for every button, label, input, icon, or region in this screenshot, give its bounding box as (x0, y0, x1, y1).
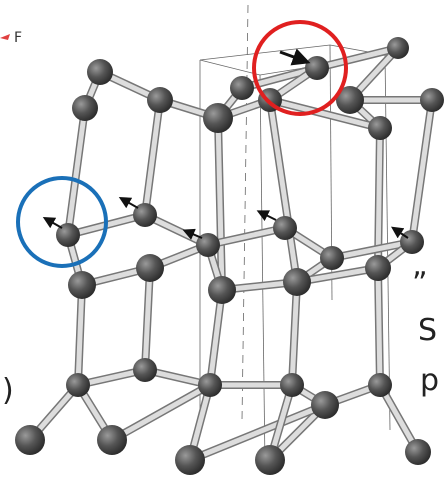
paren-text: ) (2, 373, 14, 408)
atom (97, 425, 127, 455)
bond (142, 97, 163, 218)
atom (198, 373, 222, 397)
atom (56, 223, 80, 247)
atom (405, 439, 431, 465)
atom (87, 59, 113, 85)
bond (65, 105, 88, 238)
p-text: p (420, 363, 439, 398)
atom (311, 391, 339, 419)
bond (267, 97, 300, 285)
atom (368, 373, 392, 397)
bond (109, 382, 213, 443)
atom (203, 103, 233, 133)
force-arrow (0, 34, 10, 40)
atom (196, 233, 220, 257)
atom (136, 254, 164, 282)
unit-cell (199, 4, 391, 466)
bond (267, 97, 383, 131)
bond (75, 282, 85, 388)
atom (15, 425, 45, 455)
atom (68, 271, 96, 299)
atoms (15, 37, 444, 475)
atom (66, 373, 90, 397)
bond (329, 239, 415, 261)
s-text: S (418, 313, 437, 348)
bond (187, 402, 328, 463)
bond (215, 115, 225, 293)
atom (420, 88, 444, 112)
bond (207, 287, 225, 388)
bond (409, 97, 435, 245)
bond (289, 279, 300, 388)
atom (273, 216, 297, 240)
bond (205, 225, 288, 248)
quote-text: „ (412, 248, 428, 283)
atom (305, 56, 329, 80)
atom (283, 268, 311, 296)
atom (320, 246, 344, 270)
atom (230, 76, 254, 100)
atom (133, 358, 157, 382)
highlight-circle-blue (16, 176, 108, 268)
displacement-arrows (42, 48, 409, 240)
highlight-circle-red (252, 20, 348, 116)
atom (72, 95, 98, 121)
atom (175, 445, 205, 475)
atom (280, 373, 304, 397)
atom (387, 37, 409, 59)
atom (368, 116, 392, 140)
bond (142, 265, 153, 373)
atom (255, 445, 285, 475)
atom (133, 203, 157, 227)
atom (336, 86, 364, 114)
bond (314, 45, 401, 71)
bond (239, 65, 320, 91)
force-label: F (14, 30, 22, 46)
atom (208, 276, 236, 304)
atom (365, 255, 391, 281)
atom (147, 87, 173, 113)
bond (375, 265, 383, 388)
